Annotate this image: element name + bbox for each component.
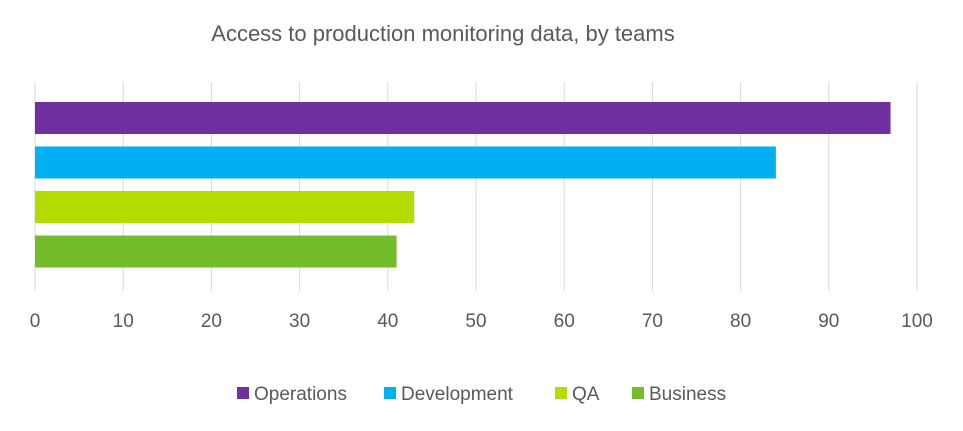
legend-swatch-operations [237,387,249,399]
x-tick-label: 20 [201,311,222,332]
x-tick-label: 70 [642,311,663,332]
x-tick-label: 60 [554,311,575,332]
legend-label-business: Business [649,384,726,405]
x-tick-label: 80 [730,311,751,332]
bar-business [35,235,397,268]
x-tick-label: 40 [377,311,398,332]
bar-operations [35,102,891,134]
bars [35,102,891,268]
x-tick-label: 50 [465,311,486,332]
x-tick-label: 100 [901,311,933,332]
x-tick-label: 0 [30,311,41,332]
legend-label-development: Development [401,384,514,405]
legend-swatch-qa [555,387,567,399]
legend-swatch-business [632,387,644,399]
x-axis-ticks: 0 10 20 30 40 50 60 70 80 90 100 [30,311,933,332]
legend-label-operations: Operations [254,384,347,405]
x-tick-label: 30 [289,311,310,332]
legend-label-qa: QA [572,384,600,405]
legend: Operations Development QA Business [237,384,726,405]
bar-qa [35,191,415,223]
x-tick-label: 10 [113,311,134,332]
bar-development [35,146,776,179]
legend-swatch-development [384,387,396,399]
x-tick-label: 90 [818,311,839,332]
chart-title: Access to production monitoring data, by… [211,21,674,46]
